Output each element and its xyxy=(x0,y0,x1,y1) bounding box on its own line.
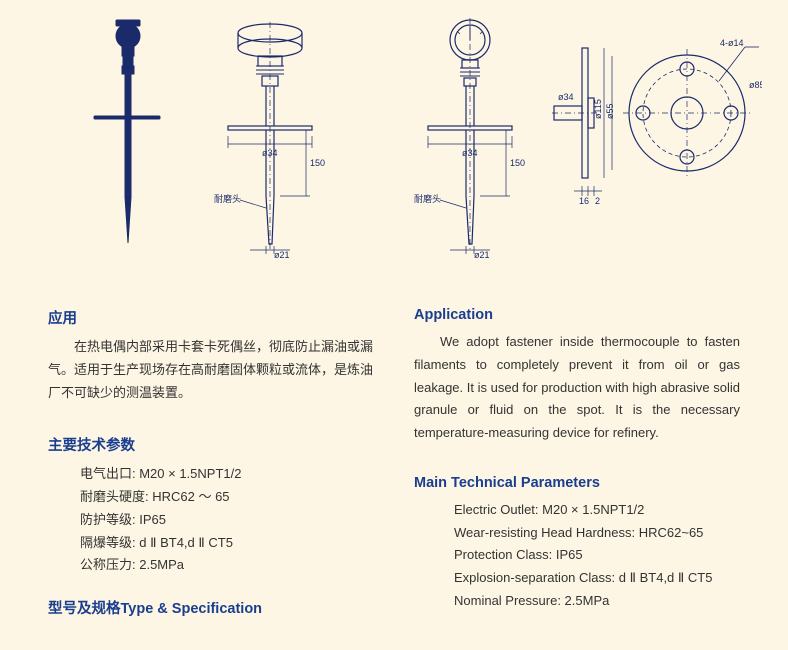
diagram-probe-outline-1: ø34 150 ø21 耐磨头 xyxy=(210,18,380,258)
param-line: Nominal Pressure: 2.5MPa xyxy=(454,590,740,613)
dim-label: 2 xyxy=(595,196,600,206)
param-line: 电气出口: M20 × 1.5NPT1/2 xyxy=(80,463,374,486)
dim-label: ø85 xyxy=(749,80,762,90)
param-line: 公称压力: 2.5MPa xyxy=(80,554,374,577)
param-line: Protection Class: IP65 xyxy=(454,544,740,567)
diagram-probe-outline-2: ø34 150 ø21 耐磨头 xyxy=(410,18,540,258)
dim-note: 耐磨头 xyxy=(414,193,441,204)
heading-params-cn: 主要技术参数 xyxy=(48,434,374,455)
dim-label: ø115 xyxy=(593,99,603,119)
dim-label: 16 xyxy=(579,196,589,206)
dim-label: 4-ø14 xyxy=(720,38,744,48)
param-block-cn: 电气出口: M20 × 1.5NPT1/2 耐磨头硬度: HRC62 ～ 65 … xyxy=(80,463,374,577)
dim-label: ø34 xyxy=(262,148,278,158)
body-application-en: We adopt fastener inside thermocouple to… xyxy=(414,331,740,445)
diagram-area: ø34 150 ø21 耐磨头 xyxy=(0,0,788,265)
dim-label: 150 xyxy=(510,158,525,168)
dim-note: 耐磨头 xyxy=(214,193,241,204)
heading-spec: 型号及规格Type & Specification xyxy=(48,597,374,618)
dim-label: ø21 xyxy=(274,250,290,258)
dim-label: ø55 xyxy=(605,103,615,119)
heading-params-en: Main Technical Parameters xyxy=(414,475,740,491)
param-line: Explosion-separation Class: d Ⅱ BT4,d Ⅱ … xyxy=(454,567,740,590)
dim-label: ø34 xyxy=(558,92,574,102)
param-line: 耐磨头硬度: HRC62 ～ 65 xyxy=(80,486,374,509)
dim-label: ø21 xyxy=(474,250,490,258)
param-block-en: Electric Outlet: M20 × 1.5NPT1/2 Wear-re… xyxy=(454,499,740,613)
heading-application-cn: 应用 xyxy=(48,307,374,328)
param-line: 防护等级: IP65 xyxy=(80,509,374,532)
content-area: 应用 在热电偶内部采用卡套卡死偶丝，彻底防止漏油或漏气。适用于生产现场存在高耐磨… xyxy=(0,265,788,618)
dim-label: ø34 xyxy=(462,148,478,158)
body-application-cn: 在热电偶内部采用卡套卡死偶丝，彻底防止漏油或漏气。适用于生产现场存在高耐磨固体颗… xyxy=(48,336,374,404)
param-line: 隔爆等级: d Ⅱ BT4,d Ⅱ CT5 xyxy=(80,532,374,555)
column-chinese: 应用 在热电偶内部采用卡套卡死偶丝，彻底防止漏油或漏气。适用于生产现场存在高耐磨… xyxy=(48,265,374,618)
param-line: Electric Outlet: M20 × 1.5NPT1/2 xyxy=(454,499,740,522)
heading-application-en: Application xyxy=(414,307,740,323)
column-english: Application We adopt fastener inside the… xyxy=(414,265,740,618)
diagram-photo-probe xyxy=(92,18,162,248)
diagram-flange: ø34 ø115 ø55 16 2 4-ø14 ø85 xyxy=(552,18,762,218)
dim-label: 150 xyxy=(310,158,325,168)
param-line: Wear-resisting Head Hardness: HRC62~65 xyxy=(454,522,740,545)
